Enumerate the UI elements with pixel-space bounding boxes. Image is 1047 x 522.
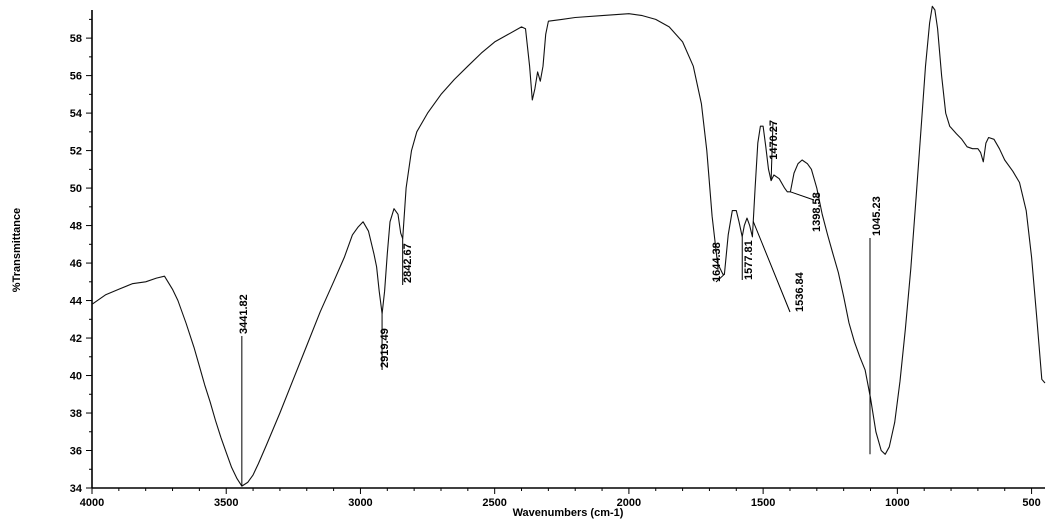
y-tick-label: 38 <box>70 408 82 420</box>
chart-axes <box>91 10 1045 489</box>
peak-label: 1536.84 <box>794 271 806 312</box>
peak-leader-line <box>790 191 815 201</box>
x-tick-label: 4000 <box>80 497 104 509</box>
peak-label: 1398.58 <box>811 192 823 232</box>
x-tick-label: 3500 <box>214 497 238 509</box>
peak-label: 1577.81 <box>743 240 755 280</box>
x-tick-label: 1000 <box>885 497 909 509</box>
peak-leader-line <box>770 121 774 181</box>
x-tick-label: 500 <box>1022 497 1040 509</box>
peak-label: 3441.82 <box>238 294 250 334</box>
y-tick-label: 44 <box>70 296 83 308</box>
spectrum-line <box>91 5 1046 487</box>
peak-label: 1644.38 <box>711 242 723 282</box>
x-tick-label: 1500 <box>751 497 775 509</box>
peak-annotations: 3441.82 2919.49 2842.67 1644.38 1577.81 1536.… <box>238 120 883 487</box>
y-tick-label: 54 <box>70 108 83 120</box>
peak-label: 1045.23 <box>871 196 883 236</box>
peak-label: 1470.27 <box>768 120 780 160</box>
peak-leader-line <box>715 273 725 283</box>
x-axis-title: Wavenumbers (cm-1) <box>513 507 624 519</box>
peak-leader-line <box>752 221 791 313</box>
y-tick-label: 42 <box>70 333 82 345</box>
y-tick-label: 40 <box>70 371 82 383</box>
y-tick-label: 36 <box>70 446 82 458</box>
y-tick-label: 46 <box>70 258 82 270</box>
peak-label: 2842.67 <box>402 243 414 283</box>
y-axis-title: %Transmittance <box>11 208 23 292</box>
y-tick-label: 56 <box>70 71 82 83</box>
y-tick-label: 48 <box>70 221 82 233</box>
x-tick-label: 3000 <box>348 497 372 509</box>
y-tick-label: 50 <box>70 183 82 195</box>
y-tick-label: 52 <box>70 146 82 158</box>
peak-label: 2919.49 <box>379 328 391 368</box>
y-tick-label: 58 <box>70 33 82 45</box>
spectrum-series <box>91 5 1046 487</box>
chart-ticks: 4000 3500 3000 2500 2000 1500 1000 500 34 36 38 40 4… <box>70 18 1041 509</box>
x-tick-label: 2500 <box>482 497 506 509</box>
y-tick-label: 34 <box>70 483 83 495</box>
x-tick-label: 2000 <box>617 497 641 509</box>
